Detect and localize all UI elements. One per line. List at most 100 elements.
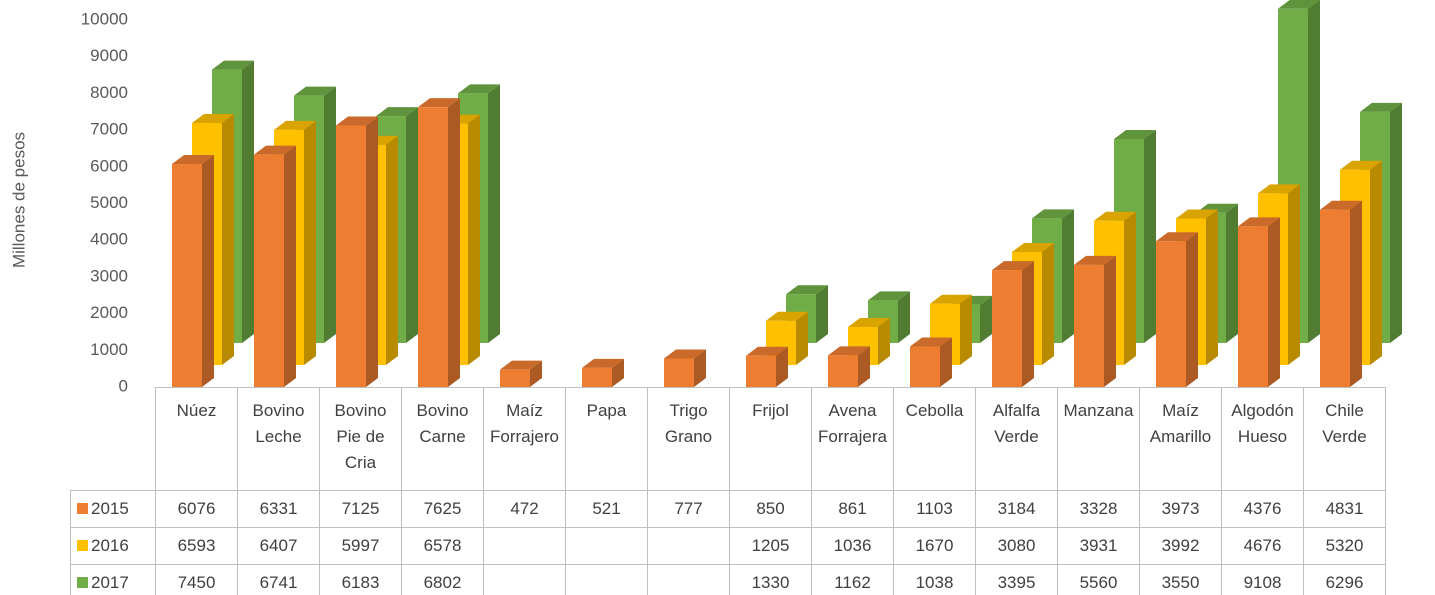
y-tick-label: 3000 <box>90 266 128 285</box>
table-cell: 6407 <box>237 527 320 565</box>
bar-top <box>500 360 542 370</box>
table-cell: 1038 <box>893 564 976 595</box>
bar-top <box>336 116 378 126</box>
table-row: 2016 6593 6407 5997 6578 1205 1036 1670 3080 3931… <box>70 527 1386 565</box>
bar-side <box>878 317 890 365</box>
bar-side <box>1186 232 1198 387</box>
bar-top <box>582 358 624 368</box>
table-cell: 4676 <box>1221 527 1304 565</box>
bar-side <box>1370 160 1382 365</box>
y-tick-label: 9000 <box>90 46 128 65</box>
bar-side <box>1042 242 1054 365</box>
x-tick-label: Maíz Amarillo <box>1139 387 1222 491</box>
x-tick-label: Trigo Grano <box>647 387 730 491</box>
table-cell: 6331 <box>237 490 320 528</box>
bar-top <box>664 349 706 359</box>
bar-front <box>910 346 940 387</box>
bar-top <box>1032 209 1074 219</box>
bar-top <box>992 261 1034 271</box>
bar-front <box>500 369 530 387</box>
bar <box>1074 255 1116 387</box>
legend-label: 2016 <box>91 536 129 555</box>
bar-front <box>992 270 1022 387</box>
bar-top <box>254 145 296 155</box>
bar-top <box>1258 184 1300 194</box>
bar-side <box>776 346 788 387</box>
legend-entry: 2017 <box>70 564 156 595</box>
bar-side <box>324 86 336 344</box>
table-cell: 3992 <box>1139 527 1222 565</box>
bar-side <box>898 291 910 343</box>
table-cell: 6183 <box>319 564 402 595</box>
bar-side <box>448 98 460 387</box>
table-cell: 3080 <box>975 527 1058 565</box>
bar-side <box>980 295 992 343</box>
table-cell: 7450 <box>155 564 238 595</box>
x-tick-label: Frijol <box>729 387 812 491</box>
bar-side <box>304 120 316 365</box>
bar-side <box>858 346 870 387</box>
table-cell: 1162 <box>811 564 894 595</box>
table-cell: 5560 <box>1057 564 1140 595</box>
table-cell: 6741 <box>237 564 320 595</box>
bar-side <box>1226 203 1238 343</box>
bar-side <box>1308 0 1320 343</box>
bar <box>828 346 870 387</box>
bar-top <box>418 98 460 108</box>
table-cell: 6578 <box>401 527 484 565</box>
bar-side <box>1144 129 1156 343</box>
bar-side <box>530 360 542 387</box>
bar <box>582 358 624 387</box>
x-tick-label: Bovino Leche <box>237 387 320 491</box>
x-tick-label: Avena Forrajera <box>811 387 894 491</box>
bar <box>1320 200 1362 387</box>
table-cell: 4831 <box>1303 490 1386 528</box>
table-cell: 4376 <box>1221 490 1304 528</box>
bar-side <box>242 60 254 344</box>
bar-top <box>746 346 788 356</box>
y-tick-label: 10000 <box>81 9 128 28</box>
bar-side <box>1062 209 1074 343</box>
bar-front <box>336 125 366 387</box>
table-cell <box>647 527 730 565</box>
bar-top <box>294 86 336 96</box>
bar-side <box>202 155 214 387</box>
table-cell: 6593 <box>155 527 238 565</box>
table-cell: 1330 <box>729 564 812 595</box>
bar-side <box>1104 255 1116 387</box>
legend-label: 2015 <box>91 499 129 518</box>
x-tick-label: Bovino Pie de Cria <box>319 387 402 491</box>
bar-top <box>1114 129 1156 139</box>
legend-swatch <box>77 577 88 588</box>
bar-top <box>1094 211 1136 221</box>
bar-top <box>376 107 418 117</box>
bar-side <box>1390 102 1402 343</box>
table-cell <box>565 527 648 565</box>
bar-side <box>1206 209 1218 365</box>
table-cell: 850 <box>729 490 812 528</box>
bar-front <box>1238 226 1268 387</box>
bar-side <box>468 114 480 365</box>
legend-entry: 2015 <box>70 490 156 528</box>
bar <box>1156 232 1198 387</box>
legend-label: 2017 <box>91 573 129 592</box>
bar-top <box>1176 209 1218 219</box>
bar <box>172 155 214 387</box>
bar-top <box>868 291 910 301</box>
y-tick-label: 7000 <box>90 120 128 139</box>
legend-swatch <box>77 540 88 551</box>
bar <box>254 145 296 387</box>
bar-side <box>960 294 972 365</box>
bar-side <box>1022 261 1034 387</box>
table-cell: 6296 <box>1303 564 1386 595</box>
bar-top <box>1320 200 1362 210</box>
bar-top <box>930 294 972 304</box>
table-cell: 1036 <box>811 527 894 565</box>
y-axis-label: Millones de pesos <box>9 132 28 268</box>
bar-side <box>406 107 418 344</box>
x-tick-label: Alfalfa Verde <box>975 387 1058 491</box>
bar-top <box>172 155 214 165</box>
table-cell: 777 <box>647 490 730 528</box>
legend-entry: 2016 <box>70 527 156 565</box>
